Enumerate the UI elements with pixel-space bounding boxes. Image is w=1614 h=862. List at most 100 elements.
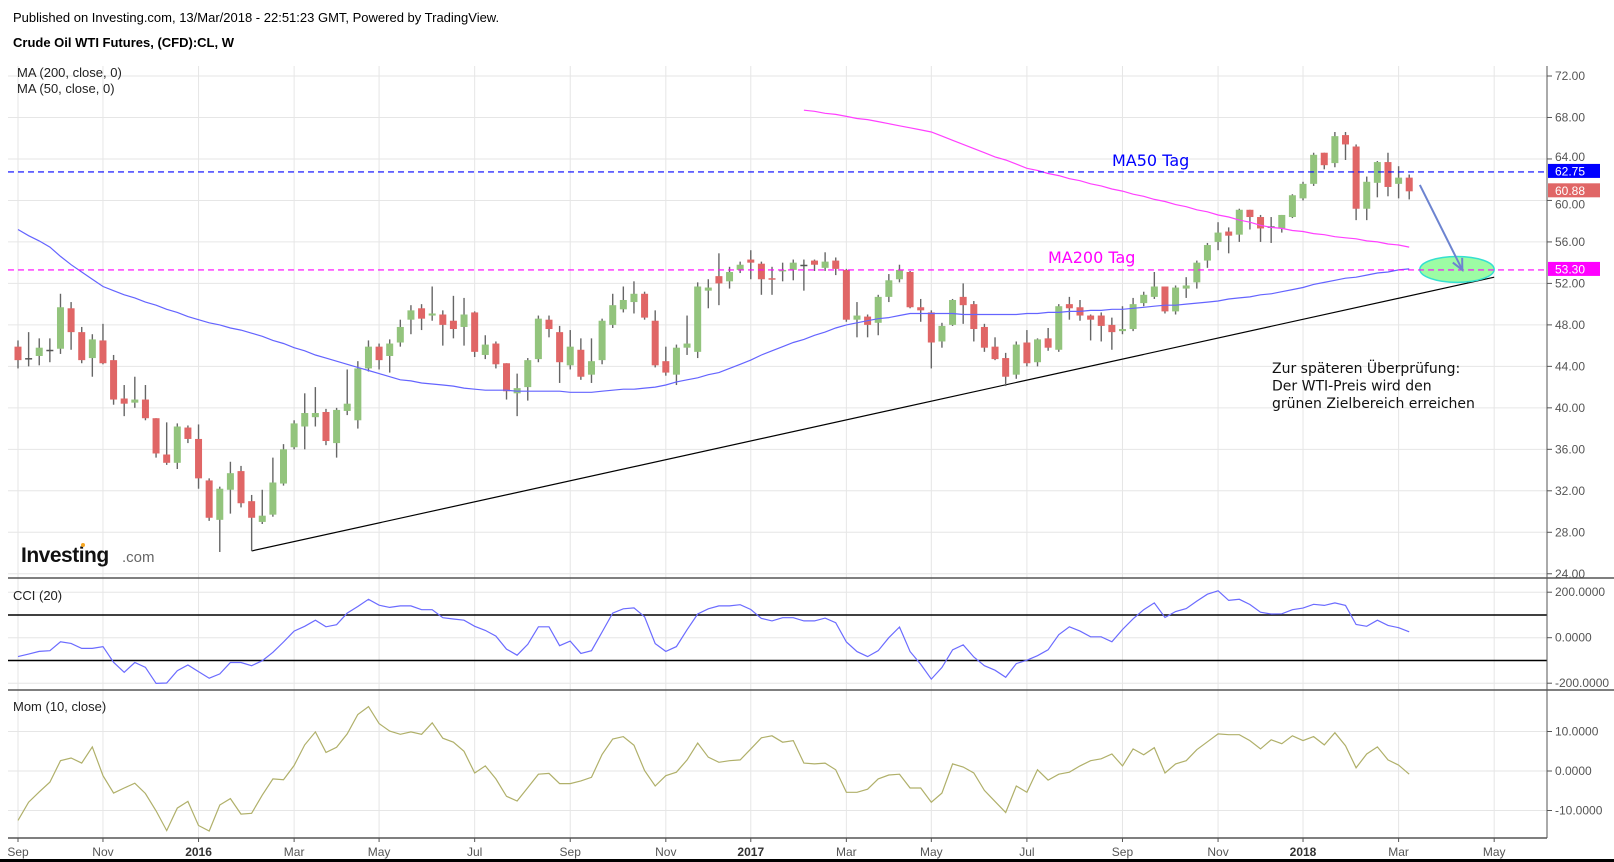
date-label: Mar	[1388, 845, 1409, 859]
published-info: Published on Investing.com, 13/Mar/2018 …	[13, 10, 500, 25]
mom-tick-label: 0.0000	[1555, 764, 1592, 778]
cci-tick-label: 200.0000	[1555, 585, 1605, 599]
date-label: Nov	[1207, 845, 1228, 859]
forecast-note-line: grünen Zielbereich erreichen	[1272, 396, 1475, 412]
price-tick-label: 48.00	[1555, 318, 1585, 332]
candle	[609, 305, 617, 325]
candle	[630, 293, 638, 303]
ma50-line	[17, 228, 1410, 393]
candle	[1235, 209, 1243, 235]
candle	[396, 326, 404, 343]
forecast-note-line: Der WTI-Preis wird den	[1272, 379, 1432, 395]
candle	[173, 426, 181, 463]
candle	[492, 343, 500, 365]
price-tick-label: 28.00	[1555, 525, 1585, 539]
candle	[163, 454, 171, 463]
candle	[1118, 329, 1126, 332]
candle	[1278, 214, 1286, 229]
candle	[99, 340, 107, 364]
candle	[343, 403, 351, 411]
candle	[78, 332, 86, 361]
candle	[184, 427, 192, 439]
candle	[311, 413, 319, 418]
candle	[1352, 146, 1360, 209]
date-label: 2017	[737, 845, 764, 859]
candle	[1331, 136, 1339, 164]
price-tick-label: 72.00	[1555, 69, 1585, 83]
candle	[428, 313, 436, 316]
date-label: Nov	[92, 845, 113, 859]
candle	[683, 343, 691, 348]
date-label: May	[368, 845, 391, 859]
candle	[152, 418, 160, 454]
candle	[566, 346, 574, 366]
candle	[874, 296, 882, 323]
price-tick-label: 36.00	[1555, 442, 1585, 456]
candle	[853, 315, 861, 320]
candle	[598, 320, 606, 361]
candle	[1097, 315, 1105, 326]
candle	[195, 438, 203, 479]
candle	[970, 304, 978, 330]
candle	[67, 308, 75, 333]
ma200-line	[803, 109, 1410, 248]
candle	[280, 449, 287, 484]
candle	[800, 264, 808, 267]
cci-label: CCI (20)	[13, 588, 62, 603]
candle	[1023, 342, 1031, 364]
candle	[1288, 195, 1296, 218]
price-tick-label: 56.00	[1555, 235, 1585, 249]
candle	[1172, 287, 1180, 312]
date-label: Mar	[284, 845, 305, 859]
candle	[1034, 339, 1042, 363]
candle	[577, 349, 585, 377]
candle	[991, 346, 999, 360]
candle	[14, 346, 22, 361]
candle	[1182, 285, 1190, 289]
candle	[949, 299, 957, 325]
cci-tick-label: -200.0000	[1555, 676, 1609, 690]
candle	[120, 398, 128, 404]
candle	[768, 278, 776, 280]
candle	[779, 269, 787, 272]
candle	[301, 413, 309, 427]
candle	[1373, 162, 1381, 183]
candle	[1342, 135, 1349, 145]
support-trendline	[251, 276, 1495, 552]
candle	[407, 310, 415, 320]
candle	[46, 349, 54, 352]
price-badge-label: 53.30	[1555, 262, 1585, 276]
candle	[704, 287, 712, 291]
candle	[524, 360, 532, 388]
price-tick-label: 40.00	[1555, 401, 1585, 415]
candle	[35, 347, 43, 356]
candle	[131, 399, 139, 403]
mom-tick-label: 10.0000	[1555, 725, 1599, 739]
axes: Sep Nov 2016 Mar May Jul Sep Nov 2017 Mar May Jul Se…	[0, 66, 1614, 862]
price-tick-label: 68.00	[1555, 110, 1585, 124]
candle	[619, 299, 627, 310]
arrow-head-icon	[1452, 257, 1464, 272]
price-badge	[1548, 261, 1600, 276]
candle	[205, 480, 213, 518]
candle	[226, 473, 234, 490]
annotations: 62.75 53.30 60.88 MA50 Tag MA200 Tag Zur spät…	[8, 151, 1600, 412]
candle	[237, 471, 245, 504]
candle	[354, 368, 362, 421]
candle	[386, 343, 394, 356]
last-price-badge-label: 60.88	[1555, 184, 1585, 198]
candle	[110, 360, 118, 400]
candle	[927, 312, 935, 343]
ma200-tag-label: MA200 Tag	[1048, 248, 1135, 267]
mom-line	[17, 705, 1410, 832]
price-tick-label: 32.00	[1555, 484, 1585, 498]
candle	[1257, 217, 1265, 229]
candle	[1395, 177, 1403, 184]
price-tick-label: 60.00	[1555, 197, 1585, 211]
candle	[1065, 304, 1073, 309]
candle	[439, 314, 447, 325]
candle	[1140, 294, 1148, 304]
candle	[1310, 154, 1318, 184]
candle	[747, 259, 755, 263]
